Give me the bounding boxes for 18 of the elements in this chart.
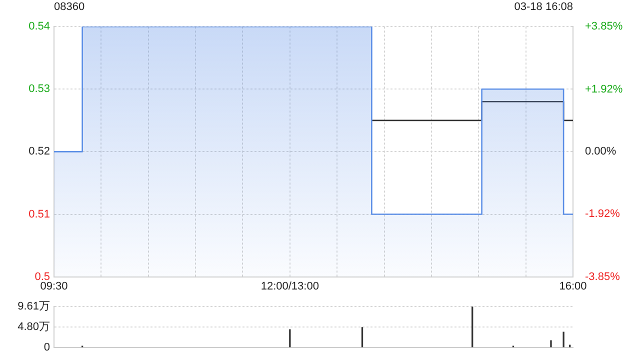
y-tick-label: 0.54 [28,20,50,33]
y-tick-label: 4.80万 [18,321,50,334]
y-tick-label: 0.51 [28,208,50,220]
y2-tick-label: -1.92% [585,208,620,220]
x-tick-label: 16:00 [559,280,587,292]
chart-title: 08360 [54,1,85,13]
x-tick-label: 12:00/13:00 [260,280,319,292]
text: 03-18 16:08 [514,1,573,13]
y-tick-label: 0.52 [28,146,50,158]
y2-tick-label: 0.00% [585,146,616,158]
y2-tick-label: +3.85% [585,20,623,33]
y-tick-label: 0.53 [28,83,50,96]
y2-tick-label: -3.85% [585,270,620,283]
x-tick-label: 09:30 [40,280,68,292]
y-tick-label: 0.5 [34,270,50,283]
y2-tick-label: +1.92% [585,83,623,96]
y-tick-label: 9.61万 [18,300,50,313]
y-tick-label: 0 [44,341,50,354]
